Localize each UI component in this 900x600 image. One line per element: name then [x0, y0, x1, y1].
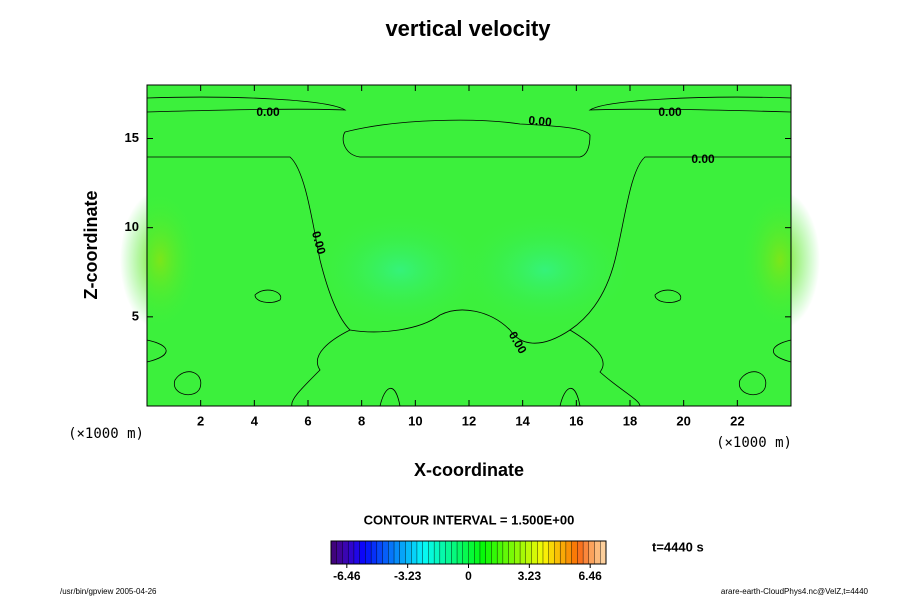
contour-label: 0.00 [691, 152, 715, 166]
x-unit-label: (×1000 m) [716, 435, 792, 451]
footer-left: /usr/bin/gpview 2005-04-26 [60, 587, 157, 596]
colorbar-cell [514, 540, 521, 565]
colorbar-cell [353, 540, 361, 565]
y-axis-label: Z-coordinate [81, 190, 101, 299]
colorbar-cell [577, 540, 584, 565]
y-tick-label: 15 [125, 130, 139, 145]
contour-label: 0.00 [256, 105, 280, 119]
colorbar-cell [531, 540, 538, 565]
chart-title: vertical velocity [385, 16, 551, 41]
colorbar-cell [491, 540, 498, 565]
contour-interval: CONTOUR INTERVAL = 1.500E+00 [364, 512, 575, 527]
x-tick-label: 10 [408, 413, 422, 428]
colorbar-cell [496, 540, 504, 565]
colorbar: -6.46 -3.23 0 3.23 6.46 [330, 540, 607, 583]
x-tick-label: 20 [676, 413, 690, 428]
y-tick-label: 5 [132, 308, 139, 323]
colorbar-cell [525, 540, 533, 565]
colorbar-cell [370, 540, 378, 565]
colorbar-cell [399, 540, 406, 565]
colorbar-cell [451, 540, 458, 565]
contour-label: 0.00 [528, 113, 553, 129]
x-tick-label: 2 [197, 413, 204, 428]
colorbar-cell [565, 540, 573, 565]
x-tick-label: 4 [251, 413, 259, 428]
colorbar-cell [519, 540, 527, 565]
colorbar-cell [548, 540, 555, 565]
time-label: t=4440 s [652, 539, 704, 554]
colorbar-cell [571, 540, 578, 565]
colorbar-cell [388, 540, 395, 565]
colorbar-cell [347, 540, 355, 565]
colorbar-cell [485, 540, 492, 565]
colorbar-cell [474, 540, 481, 565]
x-tick-label: 22 [730, 413, 744, 428]
colorbar-cell [456, 540, 464, 565]
x-tick-label: 14 [515, 413, 530, 428]
colorbar-cell [462, 540, 470, 565]
colorbar-cell [445, 540, 452, 565]
contour-label: 0.00 [658, 105, 682, 119]
colorbar-cell [428, 540, 435, 565]
colorbar-cell [588, 540, 596, 565]
colorbar-cell [439, 540, 447, 565]
colorbar-cell [559, 540, 567, 565]
colorbar-cell [342, 540, 349, 565]
colorbar-cell [594, 540, 601, 565]
colorbar-cell [537, 540, 544, 565]
colorbar-cell [382, 540, 389, 565]
colorbar-cell [393, 540, 401, 565]
x-tick-label: 18 [623, 413, 637, 428]
colorbar-cell [542, 540, 550, 565]
colorbar-cell [359, 540, 366, 565]
colorbar-cell [411, 540, 418, 565]
x-tick-label: 12 [462, 413, 476, 428]
colorbar-cell [405, 540, 412, 565]
colorbar-tick-label: -6.46 [333, 569, 361, 583]
colorbar-tick-label: 3.23 [518, 569, 542, 583]
x-tick-label: 16 [569, 413, 583, 428]
colorbar-cell [502, 540, 510, 565]
colorbar-cell [416, 540, 424, 565]
colorbar-cell [422, 540, 429, 565]
y-unit-label: (×1000 m) [68, 426, 144, 442]
colorbar-cell [336, 540, 343, 565]
colorbar-cell [582, 540, 590, 565]
x-tick-label: 8 [358, 413, 365, 428]
footer-right: arare-earth-CloudPhys4.nc@VelZ,t=4440 [721, 587, 869, 596]
colorbar-cell [330, 540, 338, 565]
y-tick-label: 10 [125, 219, 139, 234]
colorbar-cell [554, 540, 561, 565]
colorbar-cell [433, 540, 441, 565]
colorbar-tick-label: -3.23 [394, 569, 422, 583]
colorbar-cell [365, 540, 372, 565]
colorbar-tick-label: 0 [465, 569, 472, 583]
colorbar-tick-label: 6.46 [578, 569, 602, 583]
x-tick-label: 6 [304, 413, 311, 428]
colorbar-cell [376, 540, 384, 565]
contour-field [120, 84, 820, 407]
colorbar-cell [600, 540, 607, 565]
contour-label: 0.00 [309, 230, 329, 256]
colorbar-cell [468, 540, 475, 565]
colorbar-cell [508, 540, 515, 565]
colorbar-cell [479, 540, 487, 565]
x-axis-label: X-coordinate [414, 460, 524, 480]
